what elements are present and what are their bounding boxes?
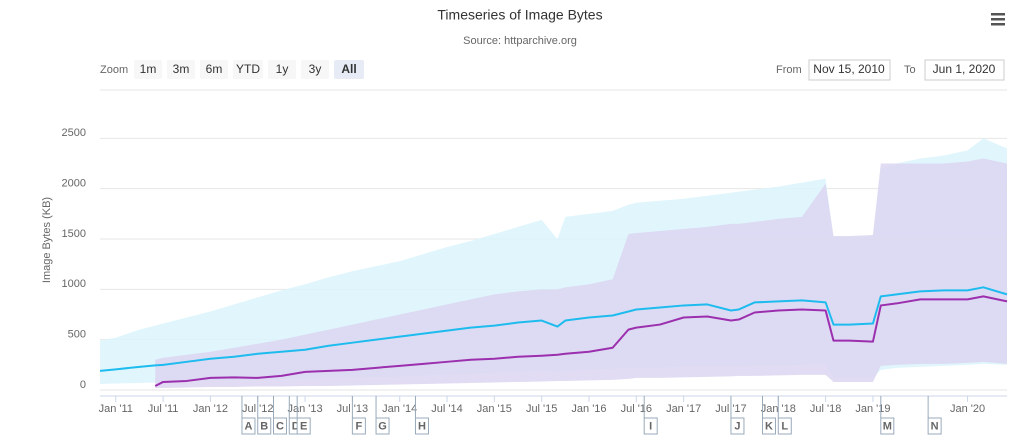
range-button[interactable] (301, 60, 329, 79)
x-tick-label: Jan '12 (193, 403, 228, 415)
flag-label[interactable]: I (649, 420, 652, 432)
menu-bar (991, 23, 1005, 26)
flag-box[interactable] (257, 417, 272, 435)
flag-box[interactable] (414, 417, 429, 435)
flag-label[interactable]: B (260, 420, 268, 432)
range-button[interactable] (134, 60, 162, 79)
y-tick-label: 500 (68, 329, 86, 341)
flag-box[interactable] (375, 417, 390, 435)
x-tick-label: Jul '16 (621, 403, 652, 415)
flag-box[interactable] (777, 417, 792, 435)
flag-box[interactable] (273, 417, 288, 435)
flag[interactable]: G (375, 396, 390, 435)
to-value[interactable]: Jun 1, 2020 (933, 62, 996, 76)
flag-label[interactable]: E (300, 420, 307, 432)
range-button-label[interactable]: 3y (309, 62, 322, 76)
x-tick-label: Jan '11 (99, 403, 133, 415)
flag-label[interactable]: G (378, 420, 387, 432)
menu-bar (991, 18, 1005, 21)
median-line (154, 295, 1008, 387)
flag-label[interactable]: M (883, 420, 892, 432)
x-tick-label: Jan '16 (571, 403, 606, 415)
range-button-label[interactable]: 1m (140, 62, 157, 76)
x-tick-label: Jul '14 (431, 403, 462, 415)
range-area (155, 158, 1008, 388)
y-tick-label: 0 (80, 379, 86, 391)
range-button[interactable] (334, 60, 364, 79)
flag-box[interactable] (241, 417, 256, 435)
flag[interactable]: C (273, 396, 288, 435)
flag-box[interactable] (643, 417, 658, 435)
flag[interactable]: A (241, 396, 256, 435)
flag-label[interactable]: F (356, 420, 363, 432)
y-axis-title: Image Bytes (KB) (41, 197, 53, 283)
x-tick-label: Jan '15 (477, 403, 512, 415)
flag[interactable]: L (777, 396, 792, 435)
flag[interactable]: E (296, 396, 311, 435)
y-tick-label: 2000 (62, 178, 86, 190)
y-tick-label: 2500 (62, 127, 86, 139)
x-tick-label: Jul '15 (526, 403, 557, 415)
flag[interactable]: M (880, 396, 895, 435)
flag-label[interactable]: L (781, 420, 788, 432)
flag-label[interactable]: J (734, 420, 740, 432)
x-tick-label: Jan '20 (950, 403, 985, 415)
flag-box[interactable] (880, 417, 895, 435)
flag-box[interactable] (351, 417, 366, 435)
range-button-label[interactable]: YTD (236, 62, 260, 76)
flag-label[interactable]: K (765, 420, 773, 432)
chart-subtitle: Source: httparchive.org (463, 35, 577, 47)
to-label: To (904, 64, 916, 76)
range-button[interactable] (268, 60, 296, 79)
range-button-label[interactable]: 3m (173, 62, 190, 76)
flag[interactable]: I (643, 396, 658, 435)
x-tick-label: Jan '17 (666, 403, 701, 415)
x-tick-label: Jul '11 (148, 403, 179, 415)
flag[interactable]: H (414, 396, 429, 435)
flag[interactable]: K (762, 396, 777, 435)
flag-label[interactable]: H (418, 420, 426, 432)
range-button-label[interactable]: 6m (206, 62, 223, 76)
median-line (99, 286, 1008, 372)
x-tick-label: Jan '13 (287, 403, 322, 415)
flag[interactable]: J (730, 396, 745, 435)
to-input[interactable] (924, 59, 1005, 81)
chart-title: Timeseries of Image Bytes (437, 7, 602, 23)
flag-label[interactable]: C (276, 420, 284, 432)
flag[interactable]: N (927, 396, 942, 435)
range-button-label[interactable]: All (341, 62, 356, 76)
flag-label[interactable]: D (292, 420, 300, 432)
menu-bar (991, 13, 1005, 16)
zoom-label: Zoom (100, 64, 128, 76)
x-tick-label: Jan '14 (382, 403, 417, 415)
flag-box[interactable] (296, 417, 311, 435)
range-button-label[interactable]: 1y (276, 62, 289, 76)
range-button[interactable] (167, 60, 195, 79)
flag[interactable]: B (257, 396, 272, 435)
menu-button[interactable] (988, 8, 1010, 28)
from-input[interactable] (808, 59, 891, 81)
from-value[interactable]: Nov 15, 2010 (813, 62, 885, 76)
flag-label[interactable]: N (931, 420, 939, 432)
x-tick-label: Jul '18 (810, 403, 841, 415)
y-tick-label: 1000 (62, 278, 86, 290)
flag-box[interactable] (762, 417, 777, 435)
flag-box[interactable] (730, 417, 745, 435)
flag-box[interactable] (927, 417, 942, 435)
x-tick-label: Jan '19 (855, 403, 890, 415)
y-tick-label: 1500 (62, 228, 86, 240)
from-label: From (776, 64, 802, 76)
flag-label[interactable]: A (244, 420, 252, 432)
range-button[interactable] (200, 60, 228, 79)
range-button[interactable] (233, 60, 263, 79)
flag[interactable]: F (351, 396, 366, 435)
